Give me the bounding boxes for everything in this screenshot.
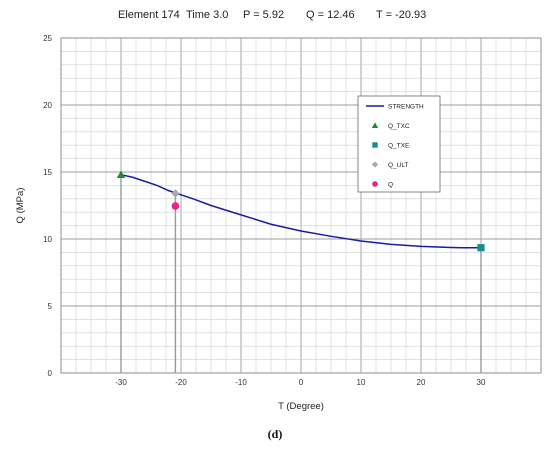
chart-title: Element 174 Time 3.0 P = 5.92 Q = 12.46 T = … <box>118 9 426 21</box>
x-tick-label: -10 <box>235 378 247 387</box>
legend-label: Q_TXE <box>388 143 410 150</box>
axes: -30 -20 -10 0 10 20 30 0 5 10 15 20 25 T (Degree) Q (M… <box>15 34 542 412</box>
x-tick-label: -20 <box>175 378 187 387</box>
point-q-txe <box>477 244 485 252</box>
title-part: T = -20.93 <box>376 9 426 21</box>
point-q-ult <box>171 189 180 198</box>
y-tick-label: 20 <box>43 101 52 110</box>
legend-swatch <box>372 142 378 148</box>
legend-label: Q_TXC <box>388 123 410 130</box>
y-tick-label: 25 <box>43 34 52 43</box>
x-axis-title: T (Degree) <box>278 401 324 412</box>
x-tick-label: 10 <box>357 378 366 387</box>
x-tick-label: 30 <box>477 378 486 387</box>
title-part: Time 3.0 <box>186 9 228 21</box>
legend-box <box>357 95 441 193</box>
y-tick-label: 15 <box>43 168 52 177</box>
title-part: P = 5.92 <box>243 9 284 21</box>
title-part: Q = 12.46 <box>306 9 355 21</box>
title-part: Element 174 <box>118 9 180 21</box>
grid <box>60 37 542 374</box>
x-tick-label: 20 <box>417 378 426 387</box>
figure-caption: (d) <box>268 427 283 441</box>
point-q <box>171 202 180 210</box>
legend-swatch <box>371 122 379 129</box>
y-tick-label: 5 <box>48 302 53 311</box>
plot-border <box>60 37 542 374</box>
legend-label: Q_ULT <box>388 162 408 169</box>
point-q-txc <box>116 170 126 179</box>
legend: STRENGTH Q_TXC Q_TXE Q_ULT Q <box>357 95 441 193</box>
y-axis-title: Q (MPa) <box>15 188 26 224</box>
legend-label: STRENGTH <box>388 104 424 111</box>
x-tick-label: 0 <box>299 378 304 387</box>
series-line-strength <box>120 173 481 249</box>
y-tick-label: 10 <box>43 235 52 244</box>
data-layer <box>116 170 485 373</box>
x-tick-label: -30 <box>115 378 127 387</box>
y-tick-label: 0 <box>48 369 53 378</box>
legend-swatch <box>372 181 378 187</box>
legend-label: Q <box>388 182 393 189</box>
legend-swatch <box>371 161 379 168</box>
